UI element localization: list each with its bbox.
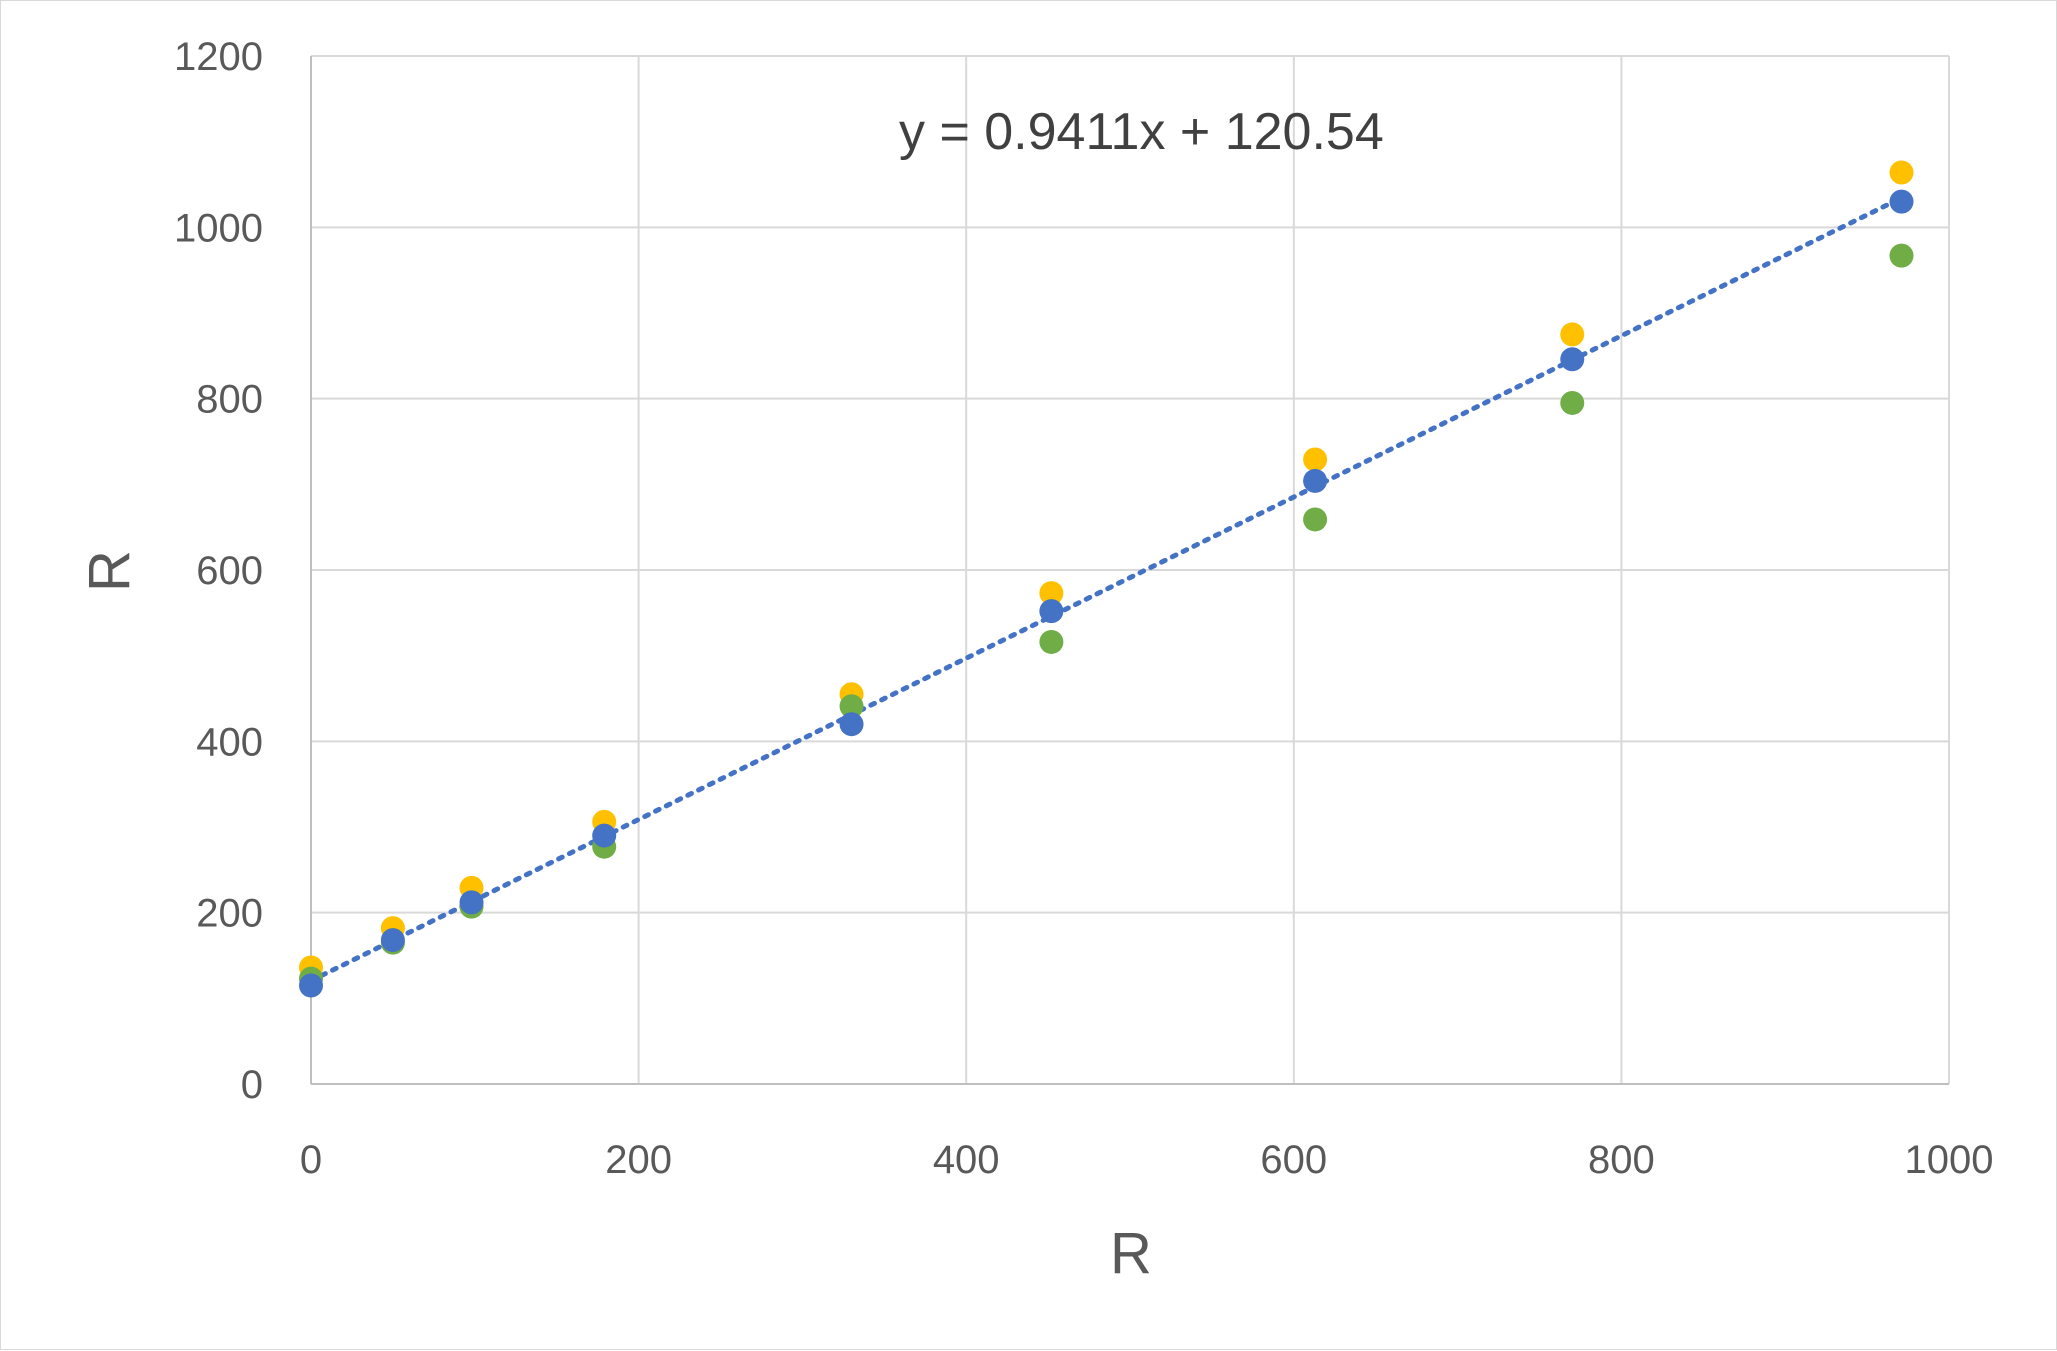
data-point bbox=[1889, 243, 1914, 268]
data-point bbox=[380, 928, 405, 953]
data-point bbox=[839, 694, 864, 719]
y-axis-ticks: 0 200 400 600 800 1000 1200 bbox=[174, 35, 263, 1107]
data-points bbox=[299, 160, 1914, 998]
gridlines bbox=[310, 55, 1950, 1085]
trendline-equation: y = 0.9411x + 120.54 bbox=[899, 103, 1384, 161]
data-point bbox=[1560, 390, 1585, 415]
y-tick-label: 1000 bbox=[174, 206, 263, 250]
data-point bbox=[1889, 160, 1914, 185]
y-tick-label: 0 bbox=[241, 1063, 263, 1107]
data-point bbox=[1889, 189, 1914, 214]
trendline-group bbox=[308, 195, 1904, 984]
data-point bbox=[459, 890, 484, 915]
y-tick-label: 600 bbox=[196, 549, 263, 593]
data-point bbox=[1303, 507, 1328, 532]
data-point bbox=[839, 712, 864, 737]
data-point bbox=[592, 823, 617, 848]
x-tick-label: 600 bbox=[1260, 1138, 1327, 1182]
x-tick-label: 1000 bbox=[1905, 1138, 1994, 1182]
data-point bbox=[1039, 581, 1064, 606]
data-point bbox=[1560, 347, 1585, 372]
data-point bbox=[1303, 447, 1328, 472]
data-point bbox=[1560, 322, 1585, 347]
y-axis-title: R bbox=[77, 550, 142, 592]
x-tick-label: 0 bbox=[300, 1138, 322, 1182]
x-tick-label: 800 bbox=[1588, 1138, 1655, 1182]
x-tick-label: 400 bbox=[933, 1138, 1000, 1182]
data-point bbox=[1303, 468, 1328, 493]
data-point bbox=[299, 973, 323, 998]
x-tick-label: 200 bbox=[605, 1138, 672, 1182]
data-point bbox=[1039, 629, 1064, 654]
x-axis-title: R bbox=[1110, 1221, 1152, 1286]
trendline bbox=[308, 195, 1904, 984]
x-axis-ticks: 0 200 400 600 800 1000 bbox=[300, 1138, 1994, 1182]
y-tick-label: 400 bbox=[196, 720, 263, 764]
y-tick-label: 800 bbox=[196, 378, 263, 422]
y-tick-label: 1200 bbox=[174, 35, 263, 79]
data-point bbox=[1039, 599, 1064, 624]
y-tick-label: 200 bbox=[196, 892, 263, 936]
